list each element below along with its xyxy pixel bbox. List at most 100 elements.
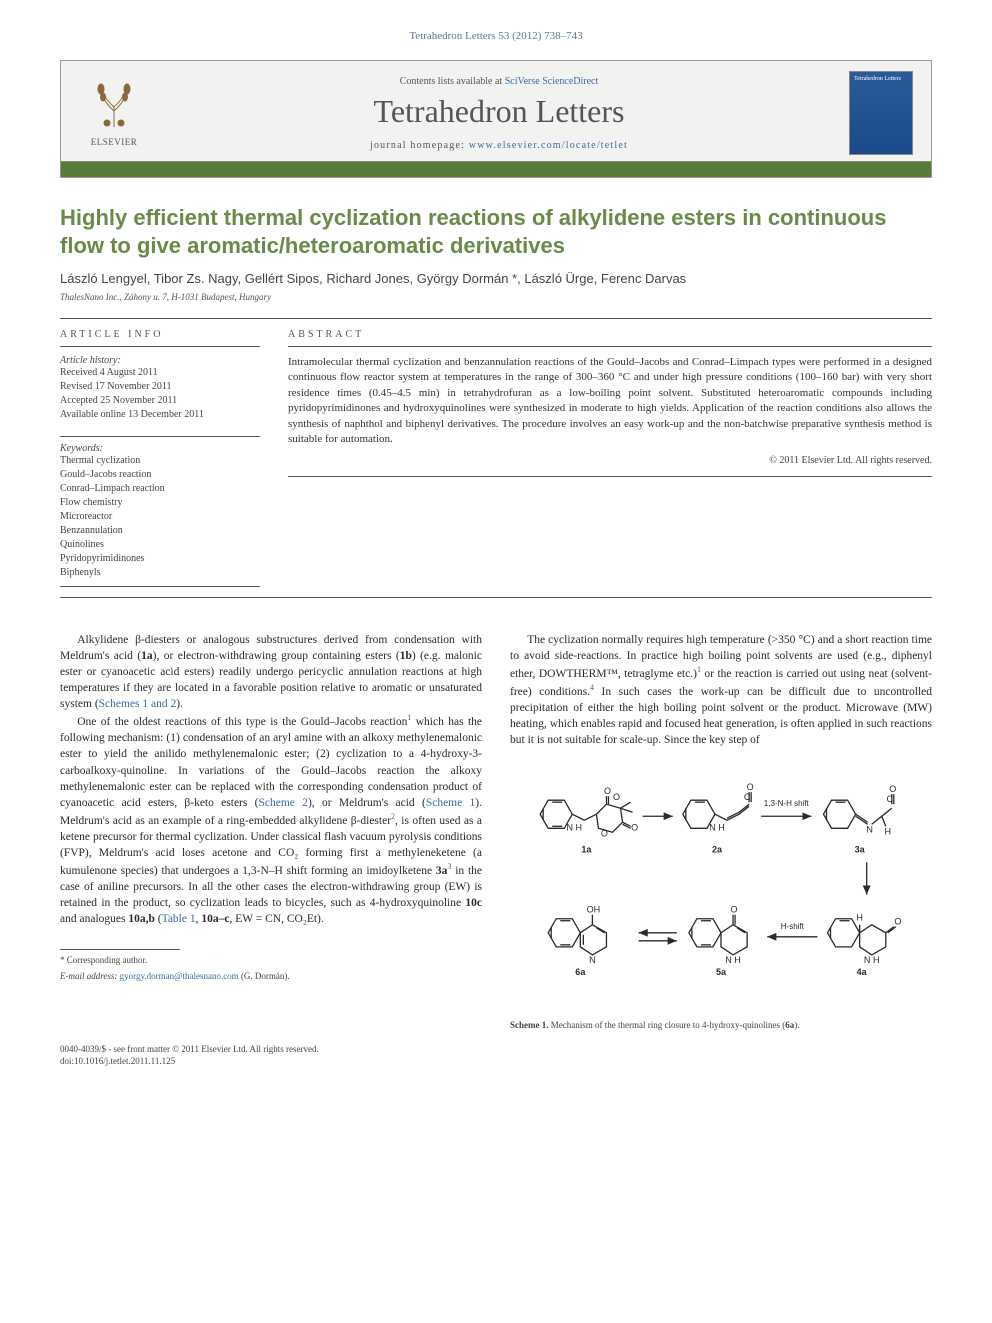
body-paragraph: The cyclization normally requires high t… [510, 632, 932, 748]
compound-ref: 10a–c [201, 913, 229, 925]
history-item: Available online 13 December 2011 [60, 408, 260, 422]
homepage-line: journal homepage: www.elsevier.com/locat… [159, 140, 839, 151]
scheme-link[interactable]: Scheme 1 [426, 797, 475, 809]
table-link[interactable]: Table 1 [162, 913, 196, 925]
front-matter-line: 0040-4039/$ - see front matter © 2011 El… [60, 1043, 932, 1055]
accent-bar [61, 161, 931, 177]
contents-prefix: Contents lists available at [400, 76, 505, 87]
scheme-link[interactable]: Scheme 2 [259, 797, 308, 809]
svg-text:4a: 4a [857, 967, 868, 977]
info-abstract-row: ARTICLE INFO Article history: Received 4… [60, 329, 932, 587]
text: , EW = CN, CO₂Et). [229, 913, 323, 925]
compound-ref: 1b [400, 650, 412, 662]
keyword: Flow chemistry [60, 496, 260, 510]
copyright-line: © 2011 Elsevier Ltd. All rights reserved… [288, 455, 932, 466]
journal-header: ELSEVIER Contents lists available at Sci… [60, 60, 932, 178]
text: which has the following mechanism: (1) c… [60, 716, 482, 808]
elsevier-text: ELSEVIER [91, 137, 138, 147]
caption-label: Scheme 1. [510, 1020, 549, 1030]
corresponding-author-note: * Corresponding author. [60, 954, 482, 966]
email-link[interactable]: gyorgy.dorman@thalesnano.com [120, 971, 239, 981]
history-item: Revised 17 November 2011 [60, 380, 260, 394]
history-label: Article history: [60, 355, 260, 366]
keywords-foot-rule [60, 586, 260, 587]
svg-text:1,3-N-H shift: 1,3-N-H shift [764, 800, 810, 809]
compound-ref: 1a [141, 650, 153, 662]
svg-text:3a: 3a [855, 845, 866, 855]
keyword: Benzannulation [60, 524, 260, 538]
scheme-1-caption: Scheme 1. Mechanism of the thermal ring … [510, 1019, 932, 1032]
text: ( [155, 913, 162, 925]
header-top: ELSEVIER Contents lists available at Sci… [61, 61, 931, 161]
header-center: Contents lists available at SciVerse Sci… [149, 76, 849, 151]
email-note: E-mail address: gyorgy.dorman@thalesnano… [60, 970, 482, 982]
bottom-meta: 0040-4039/$ - see front matter © 2011 El… [60, 1043, 932, 1067]
caption-text: Mechanism of the thermal ring closure to… [549, 1020, 786, 1030]
body-column-right: The cyclization normally requires high t… [510, 632, 932, 1031]
svg-text:6a: 6a [575, 967, 586, 977]
abstract-foot-rule [288, 476, 932, 477]
journal-cover-thumbnail: Tetrahedron Letters [849, 71, 913, 155]
keywords-label: Keywords: [60, 436, 260, 454]
citation-line: Tetrahedron Letters 53 (2012) 738–743 [60, 30, 932, 42]
text: and analogues [60, 913, 128, 925]
svg-text:N H: N H [725, 955, 741, 965]
body-paragraph: One of the oldest reactions of this type… [60, 712, 482, 927]
affiliation: ThalesNano Inc., Záhony u. 7, H-1031 Bud… [60, 292, 932, 302]
cover-title: Tetrahedron Letters [854, 76, 901, 83]
history-list: Received 4 August 2011 Revised 17 Novemb… [60, 366, 260, 422]
keyword: Microreactor [60, 510, 260, 524]
keyword: Thermal cyclization [60, 454, 260, 468]
scheme-link[interactable]: Schemes 1 and 2 [99, 698, 177, 710]
svg-text:O: O [889, 784, 896, 794]
svg-text:N: N [589, 955, 596, 965]
svg-text:O: O [731, 905, 738, 915]
text: ), or Meldrum's acid ( [308, 797, 426, 809]
rule-top [60, 318, 932, 319]
body-paragraph: Alkylidene β-diesters or analogous subst… [60, 632, 482, 712]
keyword: Biphenyls [60, 566, 260, 580]
history-item: Received 4 August 2011 [60, 366, 260, 380]
abstract-head: ABSTRACT [288, 329, 932, 347]
sciencedirect-link[interactable]: SciVerse ScienceDirect [505, 76, 599, 87]
compound-ref: 10a,b [128, 913, 155, 925]
keyword: Conrad–Limpach reaction [60, 482, 260, 496]
svg-text:H: H [856, 913, 863, 923]
text: ), or electron-withdrawing group contain… [153, 650, 400, 662]
authors-line: László Lengyel, Tibor Zs. Nagy, Gellért … [60, 271, 932, 286]
text: ). [176, 698, 183, 710]
svg-text:H: H [885, 827, 892, 837]
article-title: Highly efficient thermal cyclization rea… [60, 204, 932, 259]
compound-ref: 10c [465, 897, 482, 909]
text: One of the oldest reactions of this type… [77, 716, 407, 728]
keyword: Gould–Jacobs reaction [60, 468, 260, 482]
homepage-link[interactable]: www.elsevier.com/locate/tetlet [469, 140, 628, 151]
keyword: Quinolines [60, 538, 260, 552]
svg-text:O: O [601, 829, 608, 839]
homepage-prefix: journal homepage: [370, 140, 469, 151]
email-who: (G. Dormán). [239, 971, 290, 981]
history-item: Accepted 25 November 2011 [60, 394, 260, 408]
svg-text:N: N [866, 825, 873, 835]
article-info-column: ARTICLE INFO Article history: Received 4… [60, 329, 260, 587]
keywords-list: Thermal cyclization Gould–Jacobs reactio… [60, 454, 260, 580]
scheme-1-svg: N H O O O O 1a [510, 766, 932, 1007]
elsevier-tree-icon [87, 79, 141, 135]
svg-text:O: O [894, 917, 901, 927]
svg-text:O: O [631, 823, 638, 833]
svg-text:C: C [887, 794, 894, 804]
rule-mid [60, 597, 932, 598]
svg-text:N H: N H [709, 823, 725, 833]
body-columns: Alkylidene β-diesters or analogous subst… [60, 632, 932, 1031]
caption-text: ). [794, 1020, 799, 1030]
svg-text:O: O [604, 786, 611, 796]
svg-text:OH: OH [587, 905, 601, 915]
abstract-column: ABSTRACT Intramolecular thermal cyclizat… [288, 329, 932, 587]
svg-text:C: C [744, 792, 751, 802]
contents-line: Contents lists available at SciVerse Sci… [159, 76, 839, 87]
footnote-separator [60, 949, 180, 950]
abstract-text: Intramolecular thermal cyclization and b… [288, 355, 932, 447]
svg-text:O: O [747, 782, 754, 792]
keyword: Pyridopyrimidinones [60, 552, 260, 566]
compound-ref: 6a [785, 1020, 794, 1030]
